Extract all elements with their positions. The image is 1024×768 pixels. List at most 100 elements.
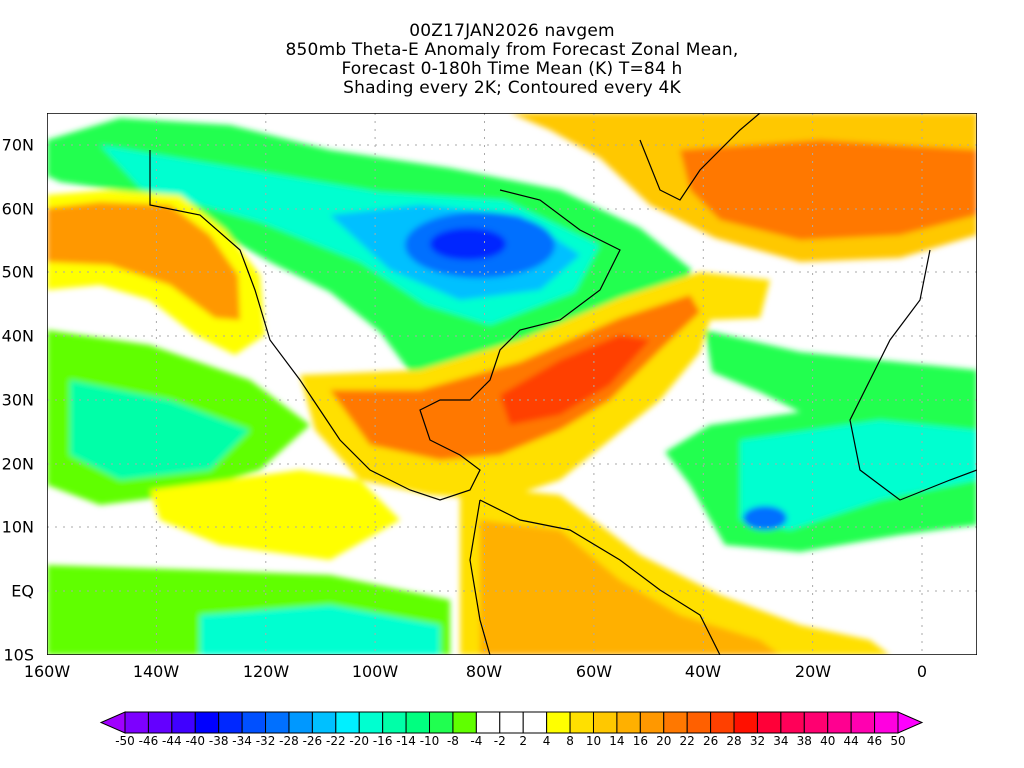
x-tick-label: 60W [575,662,613,681]
colorbar-box [663,711,688,734]
colorbar-label: -32 [255,734,276,748]
colorbar-label: -4 [470,734,483,748]
colorbar-label: -46 [138,734,159,748]
colorbar-label: 22 [679,734,695,748]
colorbar-box [124,711,149,734]
colorbar-box [194,711,220,734]
cold-core-deep-blue [430,228,506,260]
colorbar-label: 14 [609,734,625,748]
grid-lines [47,113,977,655]
colorbar-box [546,711,571,734]
x-tick-label: 160W [23,662,71,681]
colorbar-label: 32 [749,734,766,748]
colorbar-box [171,711,196,734]
colorbar-label: 50 [890,734,906,748]
colorbar-box [780,711,805,734]
x-tick-label: 0 [916,662,928,681]
x-tick-label: 80W [465,662,503,681]
title-line-2: 850mb Theta-E Anomaly from Forecast Zona… [285,40,739,60]
colorbar-label: 10 [585,734,602,748]
colorbar-low-extend [99,711,126,734]
colorbar-label: -20 [349,734,370,748]
pacific-warm-region [150,470,400,560]
south-america-warm-inner [480,520,780,655]
east-atlantic-cool-core [740,420,977,530]
colorbar-label: -50 [115,734,135,748]
colorbar-label: -40 [185,734,206,748]
x-tick-label: 40W [684,662,722,681]
east-atlantic-blue-spot [743,506,787,530]
colorbar-box [382,711,407,734]
colorbar-box [592,711,618,734]
colorbar-label: 38 [796,734,812,748]
colorbar-label: -14 [396,734,416,748]
colorbar-label: -8 [446,734,459,748]
y-tick-label: 20N [1,454,34,474]
x-tick-label: 100W [351,662,399,681]
colorbar-label: 26 [702,734,719,748]
colorbar-box [311,711,337,734]
colorbar-label: -2 [493,734,506,748]
colorbar-box [499,711,524,734]
chart-title: 00Z17JAN2026 navgem 850mb Theta-E Anomal… [0,22,1024,98]
colorbar-label: -28 [279,734,299,748]
colorbar-label: -22 [326,734,346,748]
colorbar-label: 44 [843,734,859,748]
colorbar-label: 40 [820,734,836,748]
colorbar-label: 4 [542,734,551,748]
colorbar-label: -38 [208,734,229,748]
colorbar-box [733,711,758,734]
north-atlantic-warm-inner [680,140,977,240]
colorbar-box [874,711,899,734]
colorbar-box [358,711,384,734]
y-tick-label: EQ [11,581,34,601]
colorbar-box [569,711,594,734]
y-tick-label: 60N [1,199,34,219]
colorbar-label: 28 [726,734,742,748]
colorbar-box [147,711,173,734]
y-tick-label: 10S [3,645,34,665]
colorbar-label: -10 [419,734,440,748]
colorbar-box [405,711,431,734]
colorbar-label: 16 [632,734,648,748]
colorbar-label: -16 [372,734,393,748]
pacific-cool-core [70,380,250,480]
y-tick-label: 40N [1,326,34,346]
colorbar-box [522,711,548,734]
y-tick-label: 30N [1,390,34,410]
colorbar-box [686,711,712,734]
x-tick-label: 20W [794,662,832,681]
colorbar-box [639,711,665,734]
title-line-4: Shading every 2K; Contoured every 4K [343,78,681,98]
y-tick-label: 70N [1,135,34,155]
colorbar-box [827,711,852,734]
colorbar-label: 20 [656,734,672,748]
anomaly-map [47,113,977,655]
x-tick-label: 120W [242,662,290,681]
colorbar-label: -34 [232,734,252,748]
colorbar-box [756,711,782,734]
colorbar-label: -26 [302,734,323,748]
colorbar-box [288,711,313,734]
colorbar-high-extend [897,711,924,734]
colorbar-box [429,711,454,734]
y-tick-label: 10N [1,517,34,537]
colorbar-box [218,711,243,734]
colorbar-box [616,711,641,734]
colorbar-box [475,711,501,734]
title-line-3: Forecast 0-180h Time Mean (K) T=84 h [341,59,683,79]
tropical-pacific-cool-core [200,605,440,655]
colorbar-label: 8 [566,734,574,748]
coastlines [149,113,977,655]
colorbar-label: -44 [162,734,182,748]
colorbar-label: 46 [866,734,883,748]
colorbar-box [803,711,829,734]
title-line-1: 00Z17JAN2026 navgem [409,21,615,41]
x-tick-label: 140W [132,662,180,681]
alaska-warm-inner [47,202,240,320]
colorbar-box [265,711,290,734]
colorbar-label: 2 [519,734,528,748]
atlantic-warm-core [500,335,650,425]
colorbar-box [335,711,360,734]
colorbar-label: 34 [773,734,789,748]
